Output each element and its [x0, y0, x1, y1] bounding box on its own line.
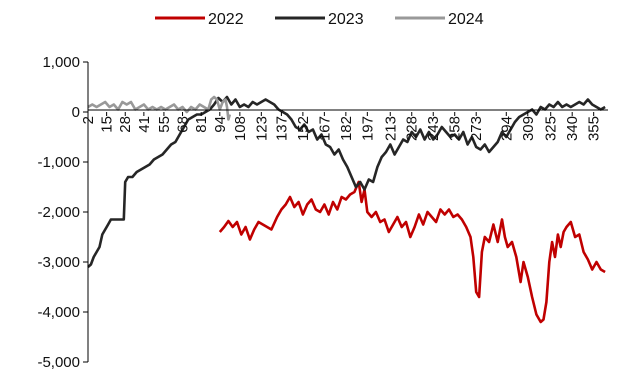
x-tick-label: 294: [498, 116, 515, 141]
legend-label-2023: 2023: [328, 11, 364, 28]
legend: 2022 2023 2024: [155, 11, 484, 28]
x-tick-label: 213: [382, 116, 399, 141]
x-tick-label: 355: [586, 116, 603, 141]
x-tick-label: 167: [316, 116, 333, 141]
x-tick-label: 258: [447, 116, 464, 141]
y-tick-label: -4,000: [37, 304, 80, 321]
y-tick-label: -5,000: [37, 354, 80, 371]
series-line-2024: [87, 95, 232, 121]
series-layer: [87, 95, 606, 324]
x-tick-label: 197: [359, 116, 376, 141]
legend-label-2024: 2024: [448, 11, 484, 28]
x-tick-label: 243: [425, 116, 442, 141]
x-tick-label: 81: [193, 116, 210, 133]
x-ticks: 2 15 28 41 55 68 81 94 108 123 137 152 167 182 197 213 2…: [80, 112, 603, 141]
x-tick-label: 2: [80, 116, 97, 124]
x-tick-label: 68: [175, 116, 192, 133]
x-tick-label: 340: [564, 116, 581, 141]
y-tick-label: -1,000: [37, 154, 80, 171]
y-ticks: 1,000 0 -1,000 -2,000 -3,000 -4,000 -5,000: [37, 54, 88, 371]
x-tick-label: 123: [253, 116, 270, 141]
series-line-2023: [87, 95, 606, 268]
x-tick-label: 273: [468, 116, 485, 141]
x-tick-label: 94: [212, 116, 229, 133]
x-tick-label: 228: [404, 116, 421, 141]
y-tick-label: -3,000: [37, 254, 80, 271]
x-tick-label: 182: [338, 116, 355, 141]
legend-label-2022: 2022: [208, 11, 244, 28]
series-line-2022: [218, 180, 606, 324]
x-tick-label: 15: [99, 116, 116, 133]
x-tick-label: 137: [273, 116, 290, 141]
y-tick-label: -2,000: [37, 204, 80, 221]
x-tick-label: 152: [295, 116, 312, 141]
x-tick-label: 309: [520, 116, 537, 141]
x-tick-label: 28: [117, 116, 134, 133]
x-tick-label: 41: [136, 116, 153, 133]
x-tick-label: 108: [232, 116, 249, 141]
y-tick-label: 1,000: [42, 54, 80, 71]
x-tick-label: 325: [543, 116, 560, 141]
y-tick-label: 0: [72, 104, 80, 121]
x-tick-label: 55: [156, 116, 173, 133]
